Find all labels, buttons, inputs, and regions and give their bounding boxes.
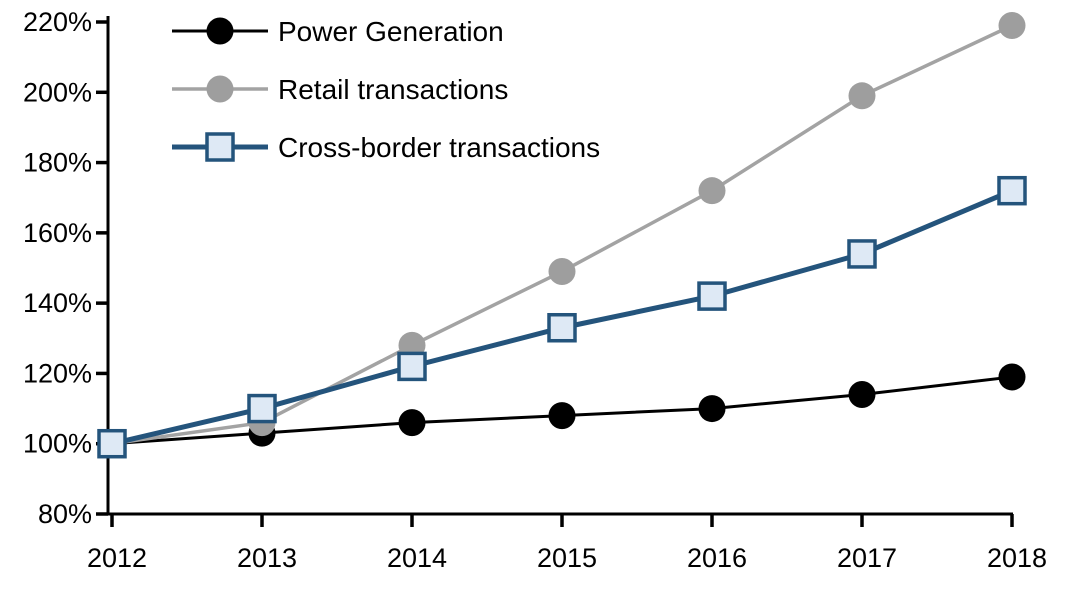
data-point-marker-circle [848,381,876,409]
data-point-marker-square [397,351,427,382]
data-point-marker-circle [698,395,726,423]
circle-marker-icon [206,17,234,45]
x-axis-tick-label: 2017 [837,543,897,573]
legend-label: Cross-border transactions [278,132,600,163]
y-axis-tick-label: 200% [23,77,92,107]
data-point-marker-circle [998,12,1026,40]
data-point-marker-circle [398,409,426,437]
legend: Power Generation Retail transactions Cross… [172,16,600,163]
x-axis-tick-label: 2014 [387,543,447,573]
legend-label: Power Generation [278,16,504,47]
data-point-marker-square [97,428,127,459]
x-axis-tick-label: 2012 [87,543,147,573]
data-point-marker-square [247,393,277,424]
y-axis-tick-label: 100% [23,429,92,459]
data-point-marker-square [547,312,577,343]
x-axis-tick-label: 2018 [987,543,1047,573]
data-point-marker-square [997,175,1027,206]
axes: 80% 100% 120% 140% 160% 180% 200% 220% 2012 2013 2… [23,7,1047,573]
x-axis-tick-label: 2013 [237,543,297,573]
data-point-marker-square [847,239,877,269]
data-point-marker-circle [848,82,876,110]
legend-item-power-generation: Power Generation [172,16,504,47]
x-axis-tick-label: 2016 [687,543,747,573]
data-point-marker-circle [548,258,576,286]
data-point-marker-square [697,281,727,311]
y-axis-tick-label: 180% [23,148,92,178]
circle-marker-icon [206,75,234,103]
legend-item-cross-border-transactions: Cross-border transactions [172,132,600,163]
y-axis-tick-label: 220% [23,7,92,37]
y-axis-tick-label: 160% [23,218,92,248]
x-axis-tick-label: 2015 [537,543,597,573]
data-point-marker-circle [548,402,576,430]
y-axis-tick-label: 140% [23,288,92,318]
y-axis-tick-label: 80% [38,499,92,529]
y-axis-tick-label: 120% [23,358,92,388]
legend-label: Retail transactions [278,74,508,105]
legend-item-retail-transactions: Retail transactions [172,74,508,105]
series-cross-border-transactions [97,175,1027,459]
square-marker-icon [205,132,235,162]
data-point-marker-circle [998,363,1026,391]
data-point-marker-circle [698,177,726,205]
